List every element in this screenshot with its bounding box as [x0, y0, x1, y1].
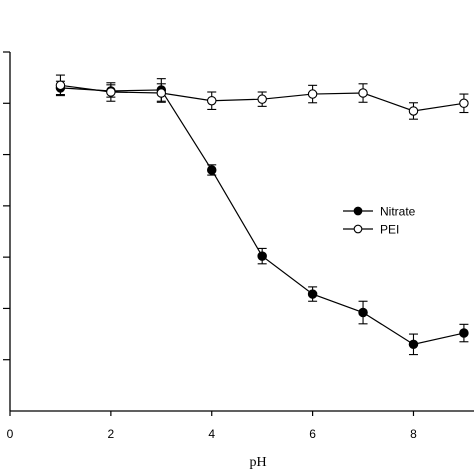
- x-axis-title: pH: [249, 455, 266, 470]
- data-point: [358, 88, 368, 98]
- data-point: [257, 94, 267, 104]
- data-point: [459, 328, 469, 338]
- x-tick-label: 4: [208, 427, 215, 441]
- data-point: [408, 339, 419, 350]
- data-point: [156, 88, 167, 98]
- x-tick-label: 0: [7, 427, 14, 441]
- data-point: [459, 98, 469, 109]
- data-point: [307, 89, 318, 99]
- legend: Nitrate PEI: [343, 205, 416, 237]
- series-layer: [55, 74, 469, 356]
- data-point: [257, 251, 267, 261]
- legend-marker-pei: [353, 224, 363, 234]
- data-point: [307, 289, 318, 299]
- x-tick-label: 6: [309, 427, 316, 441]
- axes: 0 2 4 6 8: [3, 51, 474, 441]
- x-tick-label: 8: [410, 427, 417, 441]
- legend-label-nitrate: Nitrate: [380, 205, 416, 219]
- legend-label-pei: PEI: [380, 223, 399, 237]
- x-tick-label: 2: [108, 427, 115, 441]
- data-point: [358, 307, 368, 318]
- data-point: [408, 106, 419, 116]
- data-point: [106, 87, 116, 97]
- data-point: [55, 80, 66, 91]
- data-point: [206, 165, 217, 175]
- series-pei: [55, 74, 469, 120]
- data-point: [206, 95, 217, 106]
- legend-marker-nitrate: [353, 206, 363, 216]
